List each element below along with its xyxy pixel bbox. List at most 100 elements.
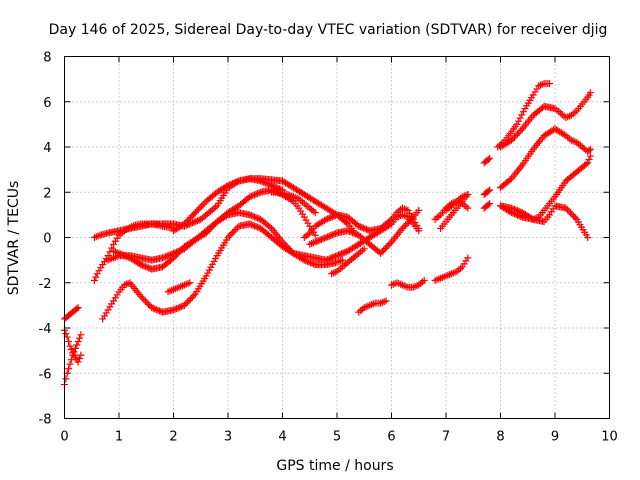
data-point bbox=[338, 256, 346, 264]
y-tick-label: -2 bbox=[39, 277, 52, 292]
y-tick-label: -4 bbox=[39, 322, 52, 337]
data-point bbox=[254, 190, 262, 198]
data-point bbox=[361, 225, 369, 233]
series-track bbox=[90, 220, 177, 284]
data-point bbox=[198, 202, 206, 210]
data-point bbox=[176, 247, 184, 255]
data-point bbox=[585, 155, 593, 163]
series-track bbox=[388, 276, 428, 291]
series-track bbox=[355, 297, 390, 316]
data-points bbox=[61, 80, 594, 389]
data-point bbox=[188, 212, 196, 220]
data-point bbox=[406, 216, 414, 224]
data-point bbox=[180, 220, 188, 228]
data-point bbox=[384, 241, 392, 249]
chart-title: Day 146 of 2025, Sidereal Day-to-day VTE… bbox=[49, 22, 608, 38]
data-point bbox=[192, 217, 200, 225]
data-point bbox=[507, 136, 515, 144]
data-point bbox=[514, 130, 522, 138]
data-point bbox=[347, 228, 355, 236]
data-point bbox=[378, 248, 386, 256]
data-point bbox=[314, 237, 322, 245]
data-point bbox=[140, 262, 148, 270]
data-point bbox=[73, 305, 81, 313]
data-point bbox=[517, 127, 525, 135]
series-track bbox=[497, 89, 594, 151]
data-point bbox=[118, 251, 126, 259]
data-point bbox=[512, 206, 520, 214]
data-point bbox=[184, 217, 192, 225]
data-point bbox=[174, 249, 182, 257]
data-point bbox=[90, 276, 98, 284]
data-point bbox=[325, 232, 333, 240]
data-point bbox=[74, 338, 82, 346]
data-point bbox=[380, 298, 388, 306]
x-tick-label: 1 bbox=[115, 430, 123, 445]
series-track bbox=[431, 254, 472, 284]
data-point bbox=[140, 296, 148, 304]
y-tick-label: -6 bbox=[39, 367, 52, 382]
data-point bbox=[311, 231, 319, 239]
series-track bbox=[497, 125, 594, 192]
data-point bbox=[509, 205, 517, 213]
data-point bbox=[135, 260, 143, 268]
data-point bbox=[249, 212, 257, 220]
data-point bbox=[115, 249, 123, 257]
data-point bbox=[324, 233, 332, 241]
data-point bbox=[250, 222, 258, 230]
x-tick-label: 4 bbox=[278, 430, 286, 445]
data-point bbox=[149, 304, 157, 312]
data-point bbox=[389, 280, 397, 288]
data-point bbox=[305, 258, 313, 266]
data-point bbox=[66, 342, 74, 350]
data-point bbox=[247, 221, 255, 229]
data-point bbox=[62, 330, 70, 338]
data-point bbox=[333, 252, 341, 260]
data-point bbox=[464, 254, 472, 262]
x-tick-label: 9 bbox=[551, 430, 559, 445]
data-point bbox=[252, 190, 260, 198]
data-point bbox=[141, 297, 149, 305]
data-point bbox=[308, 259, 316, 267]
data-point bbox=[383, 243, 391, 251]
data-point bbox=[152, 306, 160, 314]
data-point bbox=[188, 293, 196, 301]
data-point bbox=[300, 256, 308, 264]
data-point bbox=[138, 261, 146, 269]
data-point bbox=[516, 114, 524, 122]
data-point bbox=[162, 253, 170, 261]
data-point bbox=[155, 307, 163, 315]
data-point bbox=[252, 223, 260, 231]
data-point bbox=[189, 219, 197, 227]
data-point bbox=[350, 229, 358, 237]
data-point bbox=[563, 206, 571, 214]
data-point bbox=[330, 230, 338, 238]
data-point bbox=[194, 205, 202, 213]
data-point bbox=[77, 331, 85, 339]
data-point bbox=[205, 226, 213, 234]
data-point bbox=[286, 246, 294, 254]
data-point bbox=[518, 111, 526, 119]
data-point bbox=[355, 222, 363, 230]
data-point bbox=[145, 264, 153, 272]
data-point bbox=[310, 260, 318, 268]
data-point bbox=[66, 360, 74, 368]
data-point bbox=[484, 187, 492, 195]
data-point bbox=[299, 255, 307, 263]
data-point bbox=[255, 189, 263, 197]
data-point bbox=[120, 251, 128, 259]
data-point bbox=[138, 294, 146, 302]
y-tick-label: -8 bbox=[39, 413, 52, 428]
series-track bbox=[480, 200, 494, 212]
data-point bbox=[330, 253, 338, 261]
y-axis-label: SDTVAR / TECUs bbox=[6, 181, 22, 296]
x-tick-label: 2 bbox=[169, 430, 177, 445]
data-point bbox=[187, 213, 195, 221]
data-point bbox=[514, 207, 522, 215]
data-point bbox=[586, 89, 594, 97]
data-point bbox=[171, 305, 179, 313]
data-point bbox=[77, 351, 85, 359]
data-point bbox=[378, 298, 386, 306]
data-point bbox=[517, 208, 525, 216]
x-tick-label: 7 bbox=[442, 430, 450, 445]
